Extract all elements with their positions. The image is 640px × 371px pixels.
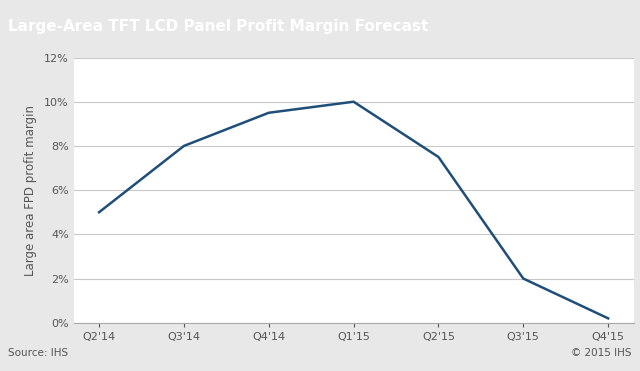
Text: Large-Area TFT LCD Panel Profit Margin Forecast: Large-Area TFT LCD Panel Profit Margin F…	[8, 19, 429, 34]
Text: © 2015 IHS: © 2015 IHS	[571, 348, 632, 358]
Text: Source: IHS: Source: IHS	[8, 348, 68, 358]
Y-axis label: Large area FPD profit margin: Large area FPD profit margin	[24, 105, 37, 276]
